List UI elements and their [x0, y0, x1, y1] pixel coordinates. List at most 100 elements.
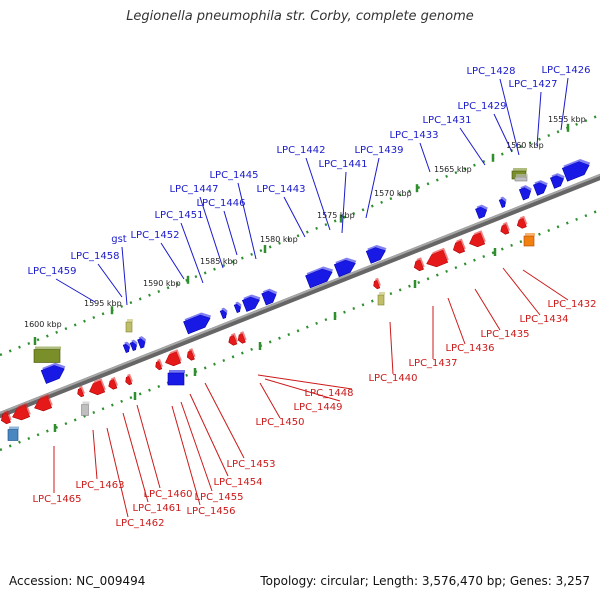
minus-callout-line — [264, 378, 341, 402]
kbp-tick-label: 1570 kbp — [374, 189, 412, 198]
gene-minus[interactable] — [515, 215, 528, 230]
gene-minus[interactable] — [424, 247, 450, 270]
plus-gene-label[interactable]: LPC_1447 — [169, 184, 218, 195]
plus-gene-label[interactable]: LPC_1439 — [354, 145, 403, 156]
minus-gene-label[interactable]: LPC_1456 — [186, 506, 235, 517]
minus-gene-label[interactable]: LPC_1450 — [255, 417, 304, 428]
gene-plus[interactable] — [365, 242, 390, 264]
minus-callout-line — [136, 404, 161, 489]
plus-gene-label[interactable]: LPC_1433 — [389, 130, 438, 141]
gene-minus[interactable] — [32, 393, 54, 414]
gene-rna-steel[interactable] — [7, 426, 19, 441]
minus-gene-label[interactable]: LPC_1432 — [547, 299, 596, 310]
plus-gene-label[interactable]: LPC_1443 — [256, 184, 305, 195]
gene-plus[interactable] — [219, 307, 229, 320]
gene-rna-khaki[interactable] — [377, 292, 385, 306]
gene-minus[interactable] — [467, 230, 487, 249]
minus-callout-line — [204, 382, 245, 459]
plus-gene-label[interactable]: gst — [111, 234, 127, 245]
minus-gene-label[interactable]: LPC_1434 — [519, 314, 568, 325]
minus-gene-label[interactable]: LPC_1440 — [368, 373, 417, 384]
plus-callout-line — [493, 113, 513, 153]
plus-gene-label[interactable]: LPC_1445 — [209, 170, 258, 181]
plus-gene-label[interactable]: LPC_1431 — [422, 115, 471, 126]
kbp-tick-label: 1600 kbp — [24, 320, 62, 329]
gene-rna-olive[interactable] — [33, 346, 61, 363]
plus-gene-label[interactable]: LPC_1452 — [130, 230, 179, 241]
gene-rna-gray[interactable] — [81, 401, 90, 416]
minus-gene-label[interactable]: LPC_1454 — [213, 477, 262, 488]
minus-callout-line — [122, 412, 149, 503]
gene-minus[interactable] — [226, 332, 239, 347]
gene-minus[interactable] — [236, 331, 247, 344]
gene-minus[interactable] — [10, 402, 32, 423]
plus-gene-label[interactable]: LPC_1427 — [508, 79, 557, 90]
plus-callout-line — [55, 278, 96, 303]
gene-rna-khaki[interactable] — [125, 319, 133, 333]
plus-callout-line — [199, 196, 224, 269]
gene-minus[interactable] — [371, 277, 381, 290]
plus-callout-line — [237, 182, 257, 260]
gene-minus[interactable] — [498, 221, 511, 236]
minus-gene-label[interactable]: LPC_1465 — [32, 494, 81, 505]
kbp-tick-label: 1585 kbp — [200, 257, 238, 266]
plus-gene-label[interactable]: LPC_1428 — [466, 66, 515, 77]
minus-gene-label[interactable]: LPC_1460 — [143, 489, 192, 500]
kbp-tick-label: 1580 kbp — [260, 235, 298, 244]
minus-gene-label[interactable]: LPC_1453 — [226, 459, 275, 470]
minus-gene-label[interactable]: LPC_1461 — [132, 503, 181, 514]
minus-gene-label[interactable]: LPC_1436 — [445, 343, 494, 354]
gene-plus[interactable] — [518, 183, 535, 201]
gene-rna-orange[interactable] — [523, 233, 535, 247]
minus-callout-line — [106, 427, 129, 518]
gene-minus[interactable] — [412, 257, 426, 272]
minus-gene-label[interactable]: LPC_1463 — [75, 480, 124, 491]
minus-gene-label[interactable]: LPC_1435 — [480, 329, 529, 340]
minus-callout-line — [189, 393, 229, 477]
gene-plus[interactable] — [122, 341, 132, 354]
gene-minus[interactable] — [75, 385, 85, 398]
gene-plus[interactable] — [137, 335, 148, 349]
gene-rna-gray[interactable] — [514, 174, 528, 182]
map-title: Legionella pneumophila str. Corby, compl… — [126, 9, 474, 24]
gene-minus[interactable] — [106, 376, 119, 391]
gene-plus[interactable] — [498, 196, 508, 209]
gene-minus[interactable] — [185, 348, 196, 361]
gene-plus[interactable] — [129, 339, 139, 352]
plus-callout-line — [283, 196, 306, 238]
gene-plus[interactable] — [233, 301, 243, 314]
plus-gene-label[interactable]: LPC_1441 — [318, 159, 367, 170]
plus-gene-label[interactable]: LPC_1458 — [70, 251, 119, 262]
gene-plus[interactable] — [333, 255, 360, 278]
plus-gene-label[interactable]: LPC_1426 — [541, 65, 590, 76]
plus-gene-label[interactable]: LPC_1446 — [196, 198, 245, 209]
minus-gene-label[interactable]: LPC_1448 — [304, 388, 353, 399]
plus-gene-label[interactable]: LPC_1451 — [154, 210, 203, 221]
gene-plus[interactable] — [241, 292, 264, 312]
kbp-tick-label: 1565 kbp — [434, 165, 472, 174]
gene-plus[interactable] — [40, 360, 68, 384]
gene-plus[interactable] — [475, 203, 491, 219]
plus-gene-label[interactable]: LPC_1429 — [457, 101, 506, 112]
kbp-tick-label: 1590 kbp — [143, 279, 181, 288]
minus-gene-label[interactable]: LPC_1455 — [194, 492, 243, 503]
gene-plus[interactable] — [561, 156, 594, 182]
plus-gene-label[interactable]: LPC_1459 — [27, 266, 76, 277]
gene-plus[interactable] — [305, 264, 337, 289]
minus-gene-label[interactable]: LPC_1449 — [293, 402, 342, 413]
gene-minus[interactable] — [0, 410, 12, 425]
gene-plus[interactable] — [183, 310, 215, 335]
gene-minus[interactable] — [451, 238, 467, 254]
minus-gene-label[interactable]: LPC_1462 — [115, 518, 164, 529]
gene-minus[interactable] — [87, 378, 107, 397]
gene-plus[interactable] — [550, 171, 568, 189]
gene-minus[interactable] — [163, 349, 183, 368]
minus-callout-line — [257, 374, 353, 390]
gene-plus[interactable] — [167, 370, 185, 386]
plus-gene-label[interactable]: LPC_1442 — [276, 145, 325, 156]
gene-plus[interactable] — [533, 178, 551, 196]
gene-plus[interactable] — [261, 286, 280, 306]
gene-minus[interactable] — [153, 358, 163, 371]
gene-minus[interactable] — [123, 373, 133, 386]
minus-gene-label[interactable]: LPC_1437 — [408, 358, 457, 369]
